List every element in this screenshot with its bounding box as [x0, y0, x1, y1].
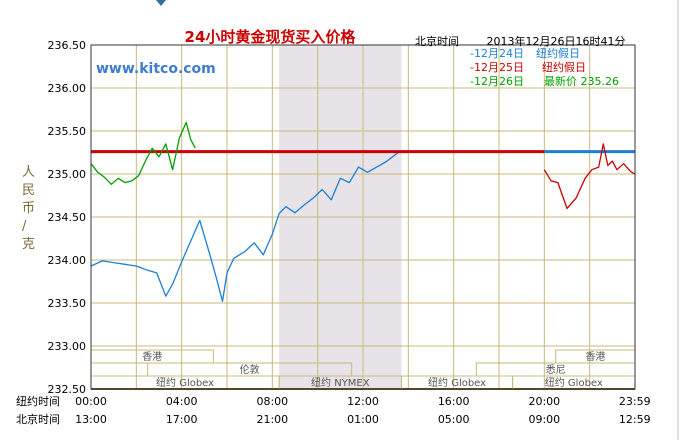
x-tick-label-beijing: 13:00: [75, 413, 107, 426]
session-label: 纽约 Globex: [545, 376, 603, 389]
ny-time-row-label: 纽约时间: [16, 394, 60, 408]
y-tick-label: 236.50: [48, 39, 87, 52]
y-tick-label: 233.50: [48, 297, 87, 310]
x-tick-label-beijing: 05:00: [438, 413, 470, 426]
x-tick-label-ny: 23:59: [619, 395, 651, 408]
legend: -12月24日 纽约假日 -12月25日 纽约假日 -12月26日 最新价 23…: [470, 46, 619, 88]
series-line-12月25日-1: [543, 143, 636, 210]
session-label: 悉尼: [546, 364, 566, 376]
legend-status-1226: 最新价 235.26: [544, 74, 619, 88]
x-tick-label-beijing: 12:59: [619, 413, 651, 426]
chart-title: 24小时黄金现货买入价格: [185, 28, 357, 46]
timezone-label: 北京时间: [415, 34, 459, 48]
x-tick-label-beijing: 01:00: [347, 413, 379, 426]
y-tick-label: 234.50: [48, 211, 87, 224]
y-tick-label: 232.50: [48, 383, 87, 396]
plot-border: [90, 44, 636, 390]
x-tick-label-ny: 08:00: [256, 395, 288, 408]
legend-date-1225: -12月25日: [470, 61, 524, 74]
session-label: 香港: [142, 351, 162, 363]
session-label: 伦敦: [240, 363, 260, 376]
series-line-12月24日-0: [90, 151, 400, 302]
x-tick-label-ny: 12:00: [347, 395, 379, 408]
x-tick-label-beijing: 21:00: [256, 413, 288, 426]
kitco-watermark: www.kitco.com: [96, 61, 216, 77]
beijing-time-row-label: 北京时间: [16, 412, 60, 426]
x-tick-labels: 00:00 13:00 04:00 17:00 08:00 21:00 12:00 01:00…: [75, 395, 650, 426]
session-label: 纽约 Globex: [428, 376, 486, 389]
y-tick-label: 235.00: [48, 168, 87, 181]
x-tick-label-ny: 00:00: [75, 395, 107, 408]
x-tick-label-ny: 04:00: [166, 395, 198, 408]
y-tick-label: 233.00: [48, 340, 87, 353]
session-label: 香港: [585, 351, 605, 363]
legend-date-1224: -12月24日: [470, 47, 524, 60]
series-line-12月26日-0: [90, 121, 196, 185]
timestamp: 2013年12月26日16时41分: [487, 34, 626, 48]
y-tick-label: 234.00: [48, 254, 87, 267]
y-axis-label: 人民币/克: [22, 165, 35, 252]
x-tick-label-beijing: 09:00: [528, 413, 560, 426]
corner-marker: [156, 0, 166, 6]
y-tick-label: 236.00: [48, 82, 87, 95]
y-tick-label: 235.50: [48, 125, 87, 138]
grid: [90, 44, 636, 390]
y-tick-labels: 236.50 236.00 235.50 235.00 234.50 234.00 233.…: [48, 39, 87, 396]
legend-date-1226: -12月26日: [470, 75, 524, 88]
x-tick-label-ny: 16:00: [438, 395, 470, 408]
legend-status-1225: 纽约假日: [542, 60, 586, 74]
legend-status-1224: 纽约假日: [536, 46, 580, 60]
session-label: 纽约 Globex: [156, 376, 214, 389]
x-tick-label-ny: 20:00: [528, 395, 560, 408]
series-group: [90, 121, 636, 302]
session-label: 纽约 NYMEX: [311, 376, 370, 389]
x-tick-label-beijing: 17:00: [166, 413, 198, 426]
